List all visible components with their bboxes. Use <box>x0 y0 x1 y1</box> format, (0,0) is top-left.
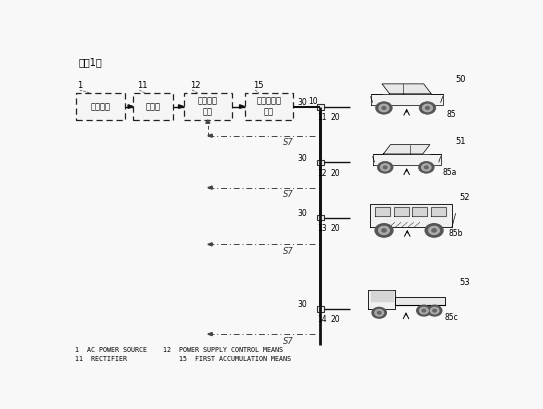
Circle shape <box>420 308 428 314</box>
Circle shape <box>382 107 386 109</box>
Text: 11  RECTIFIER             15  FIRST ACCUMULATION MEANS: 11 RECTIFIER 15 FIRST ACCUMULATION MEANS <box>75 356 292 362</box>
Polygon shape <box>128 105 133 108</box>
Circle shape <box>383 166 387 169</box>
Text: 『図1』: 『図1』 <box>78 57 102 67</box>
Text: S7: S7 <box>283 337 294 346</box>
Text: 12: 12 <box>317 169 326 178</box>
Text: 交流電源: 交流電源 <box>91 102 110 111</box>
Text: 第一の蓄電
手段: 第一の蓄電 手段 <box>256 97 281 116</box>
Text: S7: S7 <box>283 138 294 147</box>
Circle shape <box>422 309 426 312</box>
Polygon shape <box>371 291 394 301</box>
Bar <box>317 104 324 110</box>
Circle shape <box>379 104 389 112</box>
Text: 30: 30 <box>297 154 307 163</box>
Polygon shape <box>206 120 210 123</box>
Text: S7: S7 <box>283 190 294 199</box>
Polygon shape <box>208 134 212 137</box>
Circle shape <box>416 305 431 316</box>
Text: 整流器: 整流器 <box>146 102 161 111</box>
Text: 20: 20 <box>331 113 340 122</box>
Circle shape <box>377 311 381 314</box>
Text: 85a: 85a <box>443 168 457 177</box>
Text: S7: S7 <box>283 247 294 256</box>
Polygon shape <box>369 290 395 309</box>
Bar <box>317 306 324 312</box>
Polygon shape <box>239 105 244 108</box>
Polygon shape <box>371 94 443 105</box>
Circle shape <box>376 102 392 114</box>
Circle shape <box>425 166 428 169</box>
Polygon shape <box>370 204 452 227</box>
Text: 20: 20 <box>331 315 340 324</box>
Bar <box>184 93 232 120</box>
Polygon shape <box>208 186 212 189</box>
Bar <box>317 215 324 220</box>
Polygon shape <box>179 105 184 108</box>
Text: 15: 15 <box>253 81 263 90</box>
Polygon shape <box>412 207 427 216</box>
Text: 10: 10 <box>308 97 318 106</box>
Text: 12: 12 <box>190 81 200 90</box>
Text: 30: 30 <box>297 300 307 309</box>
Text: 85: 85 <box>446 110 456 119</box>
Polygon shape <box>394 207 409 216</box>
Text: 85c: 85c <box>445 313 458 322</box>
Circle shape <box>422 104 432 112</box>
Circle shape <box>433 309 437 312</box>
Polygon shape <box>383 145 430 154</box>
Circle shape <box>419 102 436 114</box>
Text: 50: 50 <box>455 75 465 84</box>
Bar <box>133 93 173 120</box>
Circle shape <box>372 308 386 318</box>
Circle shape <box>375 224 393 237</box>
Circle shape <box>382 229 386 232</box>
Circle shape <box>422 164 431 171</box>
Text: 給電制御
手段: 給電制御 手段 <box>198 97 218 116</box>
Bar <box>244 93 293 120</box>
Bar <box>76 93 125 120</box>
Polygon shape <box>208 243 212 246</box>
Text: 30: 30 <box>297 209 307 218</box>
Text: 1: 1 <box>78 81 83 90</box>
Circle shape <box>425 224 443 237</box>
Circle shape <box>432 229 436 232</box>
Polygon shape <box>372 154 440 165</box>
Text: 13: 13 <box>317 224 327 233</box>
Circle shape <box>375 310 383 316</box>
Polygon shape <box>208 333 212 336</box>
Circle shape <box>381 164 390 171</box>
Circle shape <box>429 227 439 234</box>
Circle shape <box>426 107 430 109</box>
Text: 20: 20 <box>331 224 340 233</box>
Text: 52: 52 <box>459 193 470 202</box>
Polygon shape <box>375 207 390 216</box>
Circle shape <box>431 308 439 314</box>
Text: 51: 51 <box>455 137 465 146</box>
Circle shape <box>378 227 389 234</box>
Text: 53: 53 <box>459 278 470 287</box>
Circle shape <box>427 305 442 316</box>
Text: 11: 11 <box>317 113 326 122</box>
Polygon shape <box>395 297 445 305</box>
Polygon shape <box>382 84 431 94</box>
Text: 30: 30 <box>297 98 307 107</box>
Polygon shape <box>431 207 446 216</box>
Text: 11: 11 <box>137 81 148 90</box>
Text: 20: 20 <box>331 169 340 178</box>
Text: 14: 14 <box>317 315 327 324</box>
Text: 85b: 85b <box>449 229 463 238</box>
Bar <box>317 160 324 165</box>
Circle shape <box>419 162 434 173</box>
Circle shape <box>377 162 393 173</box>
Text: 1  AC POWER SOURCE    12  POWER SUPPLY CONTROL MEANS: 1 AC POWER SOURCE 12 POWER SUPPLY CONTRO… <box>75 347 283 353</box>
